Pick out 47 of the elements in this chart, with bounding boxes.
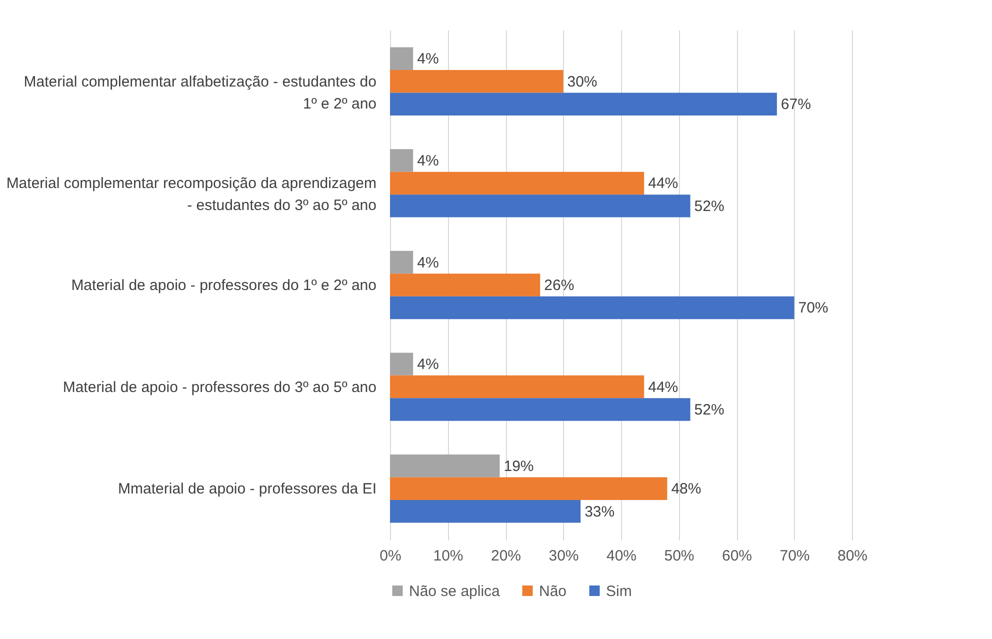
x-tick-label: 20% — [490, 548, 522, 564]
data-label: 33% — [584, 503, 615, 520]
bar — [390, 194, 690, 218]
data-label: 48% — [671, 480, 702, 498]
data-label: 4% — [417, 152, 439, 170]
x-tick-label: 30% — [548, 548, 579, 564]
data-label: 44% — [648, 378, 678, 396]
y-tick-label: Material de apoio - professores do 3º ao 5º ano — [62, 378, 376, 396]
bar — [390, 477, 668, 500]
y-tick-label: Material complementar alfabetização - estudantes do 1º e 2º ano — [24, 73, 376, 112]
data-label: 70% — [798, 300, 828, 317]
bar — [390, 149, 414, 172]
x-tick-label: 10% — [433, 548, 464, 564]
bar — [390, 398, 690, 421]
bar — [390, 454, 500, 478]
x-tick-label: 70% — [780, 548, 810, 564]
x-tick-label: 50% — [664, 548, 694, 564]
legend-label: Sim — [606, 582, 632, 600]
legend-label: Não se aplica — [409, 582, 501, 600]
bar — [390, 92, 777, 116]
bar — [390, 274, 540, 296]
data-label: 4% — [417, 50, 439, 68]
bar — [390, 352, 414, 376]
x-tick-label: 80% — [837, 548, 868, 564]
legend-label: Não — [539, 582, 567, 600]
data-label: 26% — [544, 277, 574, 294]
bar — [390, 47, 414, 70]
bar — [390, 500, 581, 523]
data-label: 19% — [504, 458, 534, 475]
bar — [390, 296, 794, 320]
x-tick-label: 40% — [606, 548, 637, 564]
bar — [390, 375, 644, 398]
data-label: 4% — [417, 356, 439, 374]
x-tick-label: 0% — [380, 548, 402, 564]
data-label: 30% — [567, 73, 598, 90]
data-label: 44% — [648, 175, 678, 192]
data-label: 4% — [417, 254, 439, 272]
bar — [390, 172, 644, 195]
y-tick-label: Mmaterial de apoio - professores da EI — [118, 480, 376, 498]
bar — [390, 70, 564, 93]
data-label: 52% — [694, 198, 724, 215]
y-tick-label: Material de apoio - professores do 1º e 2º ano — [71, 277, 376, 294]
bar — [390, 250, 414, 274]
y-tick-label: Material complementar recomposição da aprendizagem - estudantes do 3º ao 5º ano — [6, 175, 376, 214]
data-label: 67% — [780, 96, 811, 114]
data-label: 52% — [694, 402, 724, 419]
x-tick-label: 60% — [722, 548, 752, 564]
